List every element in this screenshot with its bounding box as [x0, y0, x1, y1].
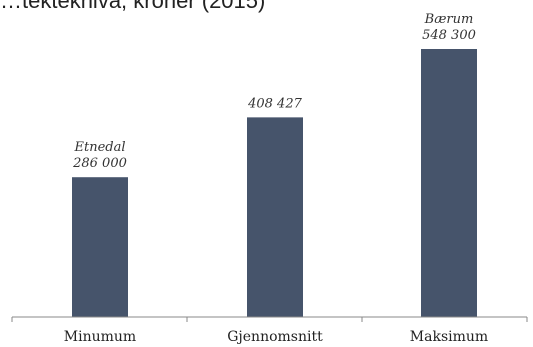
category-labels-group: Minumum Gjennomsnitt Maksimum [64, 329, 488, 345]
x-tick-label: Minumum [64, 329, 136, 345]
data-label-name: Etnedal [73, 140, 125, 155]
bars-group [72, 49, 477, 317]
data-label-name: Bærum [424, 12, 474, 27]
data-label-value: 286 000 [72, 156, 127, 171]
chart-title: …tektekhiva, kroner (2015) [0, 0, 266, 13]
x-tick-label: Maksimum [410, 329, 488, 345]
x-ticks-group [11, 317, 528, 322]
bar-minumum [72, 177, 128, 317]
data-label-value: 408 427 [247, 96, 302, 111]
data-label-value: 548 300 [422, 28, 476, 43]
bar-maksimum [421, 49, 477, 317]
x-tick-label: Gjennomsnitt [227, 329, 323, 345]
bar-gjennomsnitt [247, 117, 303, 317]
